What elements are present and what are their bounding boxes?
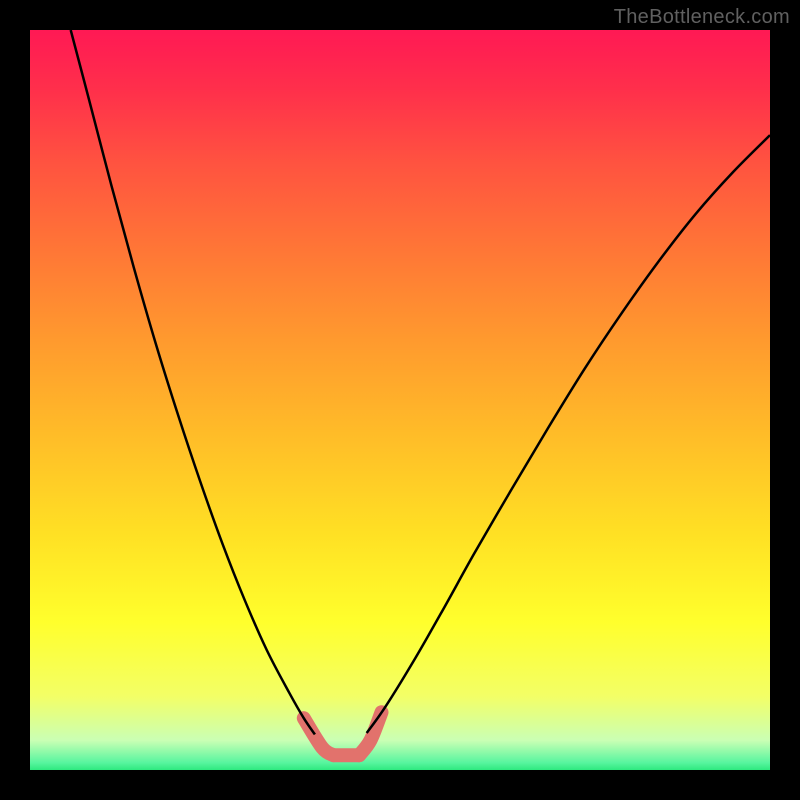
gradient-background — [30, 30, 770, 770]
plot-area — [30, 30, 770, 770]
bottleneck-chart — [30, 30, 770, 770]
frame: TheBottleneck.com — [0, 0, 800, 800]
watermark-label: TheBottleneck.com — [614, 6, 790, 29]
